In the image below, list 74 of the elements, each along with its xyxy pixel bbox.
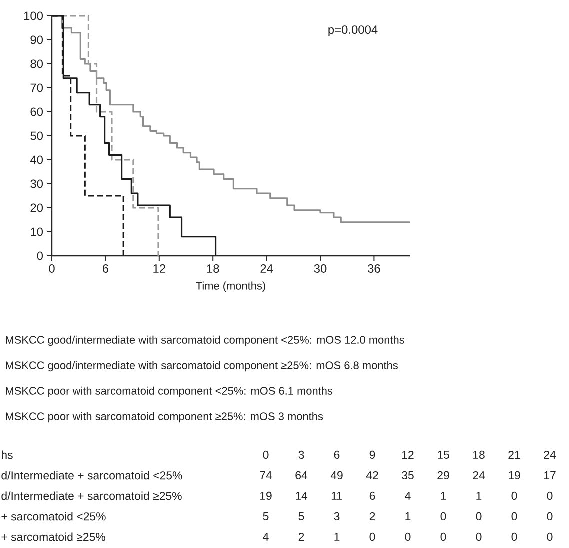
text: d/Intermediate + sarcomatoid ≥25%: [2, 492, 182, 500]
text: 21: [508, 450, 520, 459]
text: 49: [330, 471, 343, 480]
y-tick-label: 100: [24, 12, 44, 20]
y-tick-label: 70: [30, 84, 44, 92]
x-tick-label: 0: [49, 264, 55, 273]
y-tick-label: 10: [31, 228, 44, 236]
text: 0: [512, 532, 518, 542]
text: 0: [440, 512, 446, 521]
text: 0: [547, 532, 553, 542]
text: 0: [547, 512, 553, 521]
y-tick-label: 40: [30, 156, 44, 164]
text: 0: [547, 492, 553, 500]
text: d/Intermediate + sarcomatoid <25%: [2, 471, 182, 480]
text: 6: [370, 492, 376, 500]
y-tick-label: 90: [30, 36, 44, 44]
text: + sarcomatoid ≥25%: [2, 532, 106, 542]
text: 0: [370, 532, 376, 542]
text: 1: [406, 512, 411, 520]
text: 0: [263, 450, 269, 460]
text: 15: [438, 450, 450, 459]
text: 0: [476, 532, 482, 542]
text: 14: [296, 492, 308, 500]
annotation: p=0.0004: [328, 26, 378, 36]
text: 4: [263, 533, 269, 541]
text: MSKCC good/intermediate with sarcomatoid component <25%: mOS 12.0 months: [6, 336, 404, 346]
text: 3: [334, 512, 340, 521]
text: 64: [296, 471, 308, 480]
text: 2: [298, 532, 304, 541]
text: 1: [441, 492, 446, 500]
text: 1: [476, 492, 482, 500]
text: 74: [260, 472, 272, 480]
text: 5: [298, 512, 304, 520]
y-tick-label: 0: [37, 252, 44, 260]
text: hs: [2, 450, 13, 460]
x-tick-label: 24: [260, 264, 274, 273]
text: 11: [332, 492, 342, 500]
text: 0: [476, 512, 482, 521]
y-tick-label: 30: [30, 180, 44, 188]
text: 35: [402, 471, 414, 480]
text: 18: [474, 450, 485, 460]
text: 5: [263, 512, 269, 520]
y-tick-label: 50: [30, 132, 44, 140]
x-tick-label: 30: [314, 264, 327, 273]
x-axis-title: Time (months): [196, 282, 266, 292]
text: 0: [405, 532, 411, 542]
x-tick-label: 18: [207, 264, 220, 273]
text: 9: [370, 450, 376, 460]
y-tick-label: 80: [30, 60, 44, 68]
text: 19: [509, 471, 520, 480]
y-tick-label: 60: [30, 108, 44, 116]
text: 6: [334, 450, 340, 460]
text: 42: [366, 471, 378, 480]
x-tick-label: 6: [102, 264, 109, 273]
text: 2: [370, 512, 376, 520]
text: 4: [405, 492, 411, 500]
text: + sarcomatoid <25%: [2, 512, 106, 521]
text: 0: [512, 512, 518, 521]
y-tick-label: 20: [30, 204, 44, 212]
text: MSKCC poor with sarcomatoid component ≥25%: mOS 3 months: [6, 412, 324, 423]
text: 29: [438, 471, 450, 480]
text: 12: [402, 450, 414, 459]
text: MSKCC good/intermediate with sarcomatoid component ≥25%: mOS 6.8 months: [6, 361, 398, 372]
text: 0: [440, 532, 446, 542]
text: 1: [334, 533, 340, 541]
text: 19: [260, 492, 272, 500]
text: 24: [544, 450, 556, 459]
text: 3: [298, 450, 304, 460]
text: MSKCC poor with sarcomatoid component <25%: mOS 6.1 months: [6, 386, 333, 398]
text: 24: [473, 471, 486, 480]
x-tick-label: 36: [368, 264, 380, 273]
text: 0: [512, 492, 518, 500]
x-tick-label: 12: [154, 264, 166, 273]
text: 17: [544, 472, 556, 480]
